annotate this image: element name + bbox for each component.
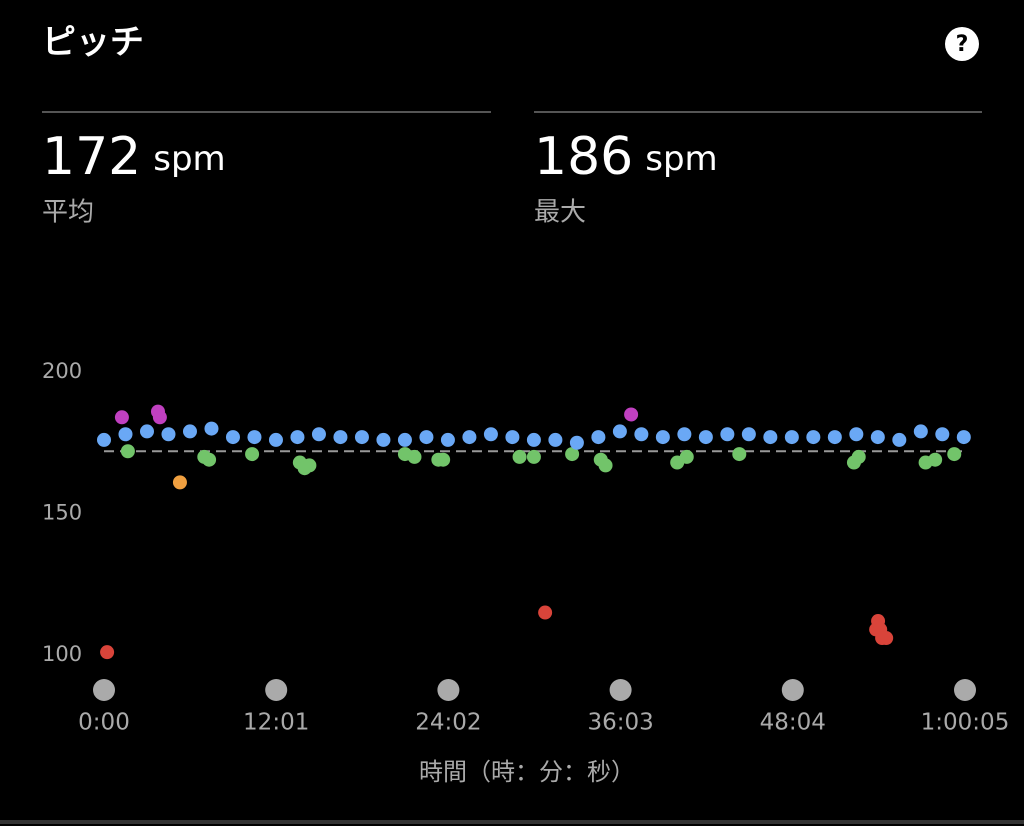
point	[677, 427, 692, 442]
point	[913, 424, 928, 439]
point	[732, 447, 747, 462]
point	[290, 430, 305, 445]
point	[720, 427, 735, 442]
point	[935, 427, 950, 442]
point	[139, 424, 154, 439]
point	[118, 427, 133, 442]
x-tick-mark	[954, 679, 976, 701]
point	[397, 432, 412, 447]
point	[538, 605, 553, 620]
point	[879, 631, 894, 646]
stat-value: 172 spm	[42, 127, 226, 187]
point	[526, 432, 541, 447]
x-tick-label: 48:04	[760, 710, 826, 736]
point	[947, 447, 962, 462]
point	[849, 427, 864, 442]
point	[268, 432, 283, 447]
point	[354, 430, 369, 445]
x-tick-mark	[265, 679, 288, 701]
point	[870, 430, 885, 445]
point	[827, 430, 842, 445]
point	[598, 458, 613, 473]
y-tick-label: 100	[42, 642, 82, 666]
point	[462, 430, 477, 445]
x-tick-label: 0:00	[78, 710, 130, 736]
x-tick-label: 36:03	[587, 710, 653, 736]
x-tick-mark	[609, 679, 632, 701]
x-tick-label: 24:02	[415, 710, 481, 736]
point	[333, 430, 348, 445]
point	[376, 432, 391, 447]
point	[225, 430, 240, 445]
point	[512, 449, 527, 464]
point	[407, 449, 422, 464]
help-icon[interactable]: ?	[956, 32, 969, 57]
point	[526, 449, 541, 464]
x-axis-label: 時間（時：分：秒）	[419, 758, 635, 786]
point	[784, 430, 799, 445]
point	[569, 435, 584, 450]
page-title: ピッチ	[42, 23, 144, 63]
point	[302, 458, 317, 473]
point	[172, 475, 187, 490]
x-tick-mark	[437, 679, 460, 701]
stat-label: 平均	[42, 198, 94, 228]
help-button[interactable]	[945, 27, 979, 61]
point	[548, 432, 563, 447]
point	[591, 430, 606, 445]
point	[698, 430, 713, 445]
point	[928, 452, 943, 467]
point	[851, 449, 866, 464]
point	[161, 427, 176, 442]
point	[624, 407, 639, 422]
point	[565, 447, 580, 462]
y-tick-label: 150	[42, 501, 82, 525]
point	[245, 447, 260, 462]
point	[152, 410, 167, 425]
point	[419, 430, 434, 445]
point	[202, 452, 217, 467]
stat-value: 186 spm	[534, 127, 718, 187]
point	[100, 645, 115, 660]
x-tick-mark	[781, 679, 804, 701]
point	[483, 427, 498, 442]
y-tick-label: 200	[42, 359, 82, 383]
point	[741, 427, 756, 442]
point	[97, 432, 111, 447]
point	[505, 430, 520, 445]
stat-label: 最大	[534, 198, 586, 228]
point	[247, 430, 262, 445]
point	[655, 430, 670, 445]
point	[956, 430, 971, 445]
point	[204, 421, 219, 436]
point	[114, 410, 129, 425]
point	[634, 427, 649, 442]
point	[436, 452, 451, 467]
x-tick-mark	[93, 679, 115, 701]
x-tick-label: 1:00:05	[921, 710, 1010, 736]
x-tick-label: 12:01	[243, 710, 309, 736]
point	[311, 427, 326, 442]
point	[440, 432, 455, 447]
point	[182, 424, 197, 439]
point	[806, 430, 821, 445]
point	[892, 432, 907, 447]
point	[612, 424, 627, 439]
point	[763, 430, 778, 445]
point	[679, 449, 694, 464]
point	[120, 444, 135, 459]
